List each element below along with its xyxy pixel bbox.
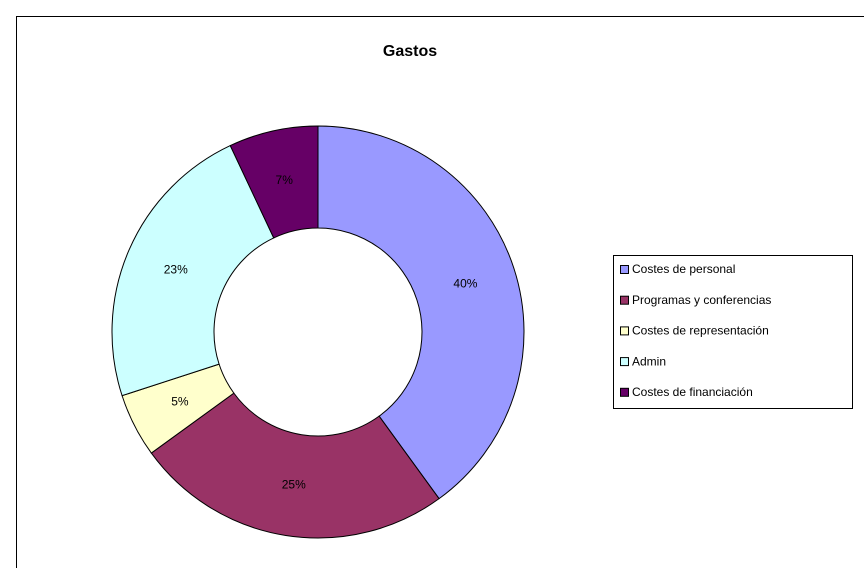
- legend-swatch: [620, 326, 629, 336]
- legend-swatch: [620, 357, 629, 367]
- data-label: 40%: [453, 276, 477, 290]
- slice: [229, 125, 319, 239]
- legend-label: Costes de representación: [632, 324, 769, 338]
- legend-label: Costes de financiación: [632, 385, 753, 399]
- data-label: 5%: [171, 395, 189, 409]
- legend-label: Programas y conferencias: [632, 293, 771, 307]
- legend-swatch: [620, 265, 629, 274]
- slice: [317, 125, 525, 500]
- legend-swatch: [620, 387, 629, 397]
- slice: [111, 144, 275, 397]
- data-label: 7%: [276, 173, 294, 187]
- legend-box: [613, 255, 853, 409]
- data-label: 25%: [282, 477, 306, 491]
- data-label: 23%: [164, 263, 188, 277]
- slice: [150, 392, 440, 539]
- legend-label: Admin: [632, 354, 666, 368]
- legend-swatch: [620, 295, 629, 305]
- chart-title: Gastos: [383, 43, 437, 60]
- legend-label: Costes de personal: [632, 262, 735, 276]
